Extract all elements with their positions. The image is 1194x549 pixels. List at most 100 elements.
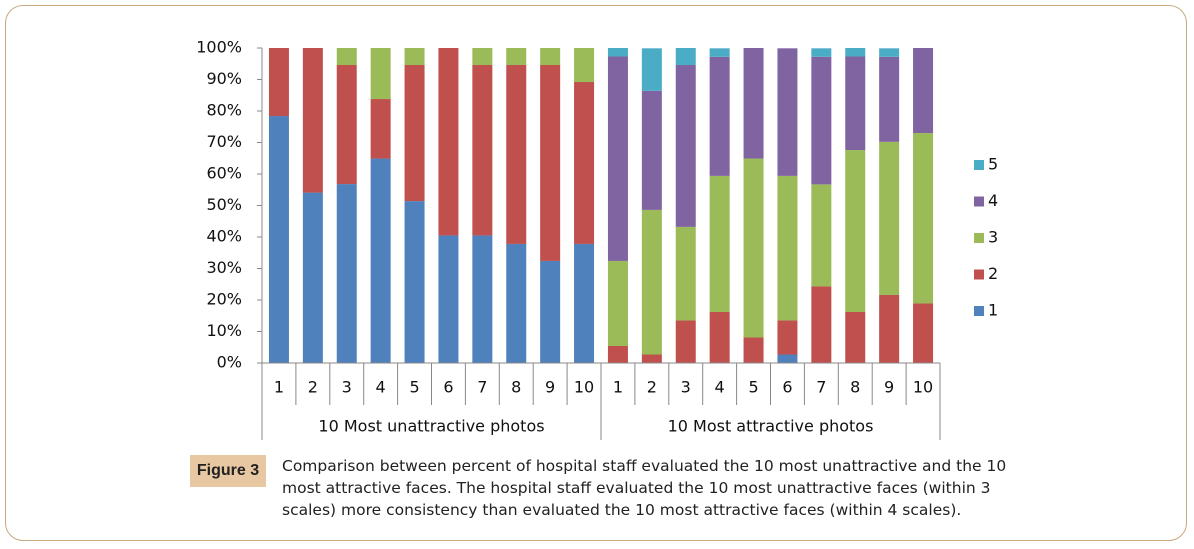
legend-label: 5 [988, 155, 998, 174]
legend-label: 4 [988, 191, 998, 210]
legend-label: 2 [988, 264, 998, 283]
bar-segment [675, 48, 696, 66]
x-tick-label: 10 [913, 378, 933, 397]
bar-segment [879, 48, 900, 57]
bar-segment [811, 48, 832, 57]
x-tick-label: 4 [376, 378, 386, 397]
x-tick-label: 1 [613, 378, 623, 397]
x-tick-label: 3 [342, 378, 352, 397]
bar-segment [777, 320, 798, 355]
bar-segment [811, 56, 832, 185]
bar-segment [370, 99, 391, 159]
bar-segment [709, 175, 730, 312]
x-tick-label: 8 [511, 378, 521, 397]
bar-segment [574, 243, 595, 363]
bar-segment [641, 90, 662, 210]
bar-segment [268, 48, 289, 117]
y-tick-label: 90% [206, 69, 242, 88]
bar-segment [811, 286, 832, 363]
x-tick-label: 10 [574, 378, 594, 397]
bar-segment [336, 65, 357, 185]
legend-swatch [974, 233, 984, 243]
group-label: 10 Most attractive photos [668, 417, 874, 436]
bar-segment [641, 48, 662, 91]
x-tick-label: 7 [816, 378, 826, 397]
bar-segment [404, 65, 425, 202]
bar-segment [675, 226, 696, 321]
legend-swatch [974, 269, 984, 280]
y-tick-label: 60% [206, 164, 242, 183]
x-tick-label: 9 [884, 378, 894, 397]
bar-segment [879, 294, 900, 363]
legend-swatch [974, 306, 984, 316]
bar-segment [506, 243, 527, 363]
caption-label: Figure 3 [190, 455, 266, 487]
legend-swatch [974, 196, 984, 207]
legend-label: 3 [988, 228, 998, 247]
bar-segment [438, 235, 459, 363]
bar-segment [472, 235, 493, 363]
x-tick-label: 2 [308, 378, 318, 397]
x-tick-label: 6 [782, 378, 792, 397]
bar-segment [574, 82, 595, 244]
bar-segment [879, 141, 900, 295]
y-tick-label: 70% [206, 132, 242, 151]
bar-segment [743, 337, 764, 363]
frame [5, 5, 1187, 541]
bar-segment [777, 48, 798, 176]
bar-segment [777, 354, 798, 363]
y-tick-label: 100% [196, 38, 242, 57]
y-tick-label: 80% [206, 101, 242, 120]
bar-segment [607, 48, 628, 57]
caption-text: Comparison between percent of hospital s… [282, 457, 1007, 519]
x-tick-label: 9 [545, 378, 555, 397]
bar-segment [743, 158, 764, 338]
bar-segment [336, 184, 357, 363]
bar-segment [336, 48, 357, 66]
x-tick-label: 7 [477, 378, 487, 397]
legend-label: 1 [988, 301, 998, 320]
bar-segment [268, 116, 289, 363]
bar-segment [913, 133, 934, 304]
y-tick-label: 40% [206, 227, 242, 246]
bar-segment [743, 48, 764, 159]
x-tick-label: 6 [443, 378, 453, 397]
bar-segment [675, 65, 696, 227]
y-tick-label: 30% [206, 258, 242, 277]
bar-segment [404, 201, 425, 363]
y-tick-label: 0% [217, 353, 242, 372]
y-tick-label: 10% [206, 321, 242, 340]
bar-segment [845, 311, 866, 363]
bar-segment [641, 354, 662, 363]
bar-segment [472, 65, 493, 236]
bar-segment [607, 56, 628, 261]
bar-segment [540, 65, 561, 261]
x-tick-label: 4 [715, 378, 725, 397]
bar-segment [607, 345, 628, 363]
bar-segment [438, 48, 459, 236]
bar-segment [641, 209, 662, 355]
bar-segment [709, 311, 730, 363]
bar-segment [879, 56, 900, 142]
bar-segment [540, 48, 561, 66]
bar-segment [777, 175, 798, 321]
y-tick-label: 20% [206, 290, 242, 309]
bar-segment [607, 260, 628, 346]
bar-segment [472, 48, 493, 66]
x-tick-label: 8 [850, 378, 860, 397]
x-tick-label: 5 [409, 378, 419, 397]
bar-segment [506, 65, 527, 244]
bar-segment [675, 320, 696, 363]
legend-swatch [974, 160, 984, 170]
bar-segment [540, 260, 561, 363]
bar-segment [709, 56, 730, 176]
bar-segment [302, 192, 323, 363]
bar-segment [845, 48, 866, 57]
group-label: 10 Most unattractive photos [318, 417, 544, 436]
bar-segment [709, 48, 730, 57]
bar-segment [845, 56, 866, 151]
bar-segment [913, 48, 934, 134]
bar-segment [404, 48, 425, 66]
